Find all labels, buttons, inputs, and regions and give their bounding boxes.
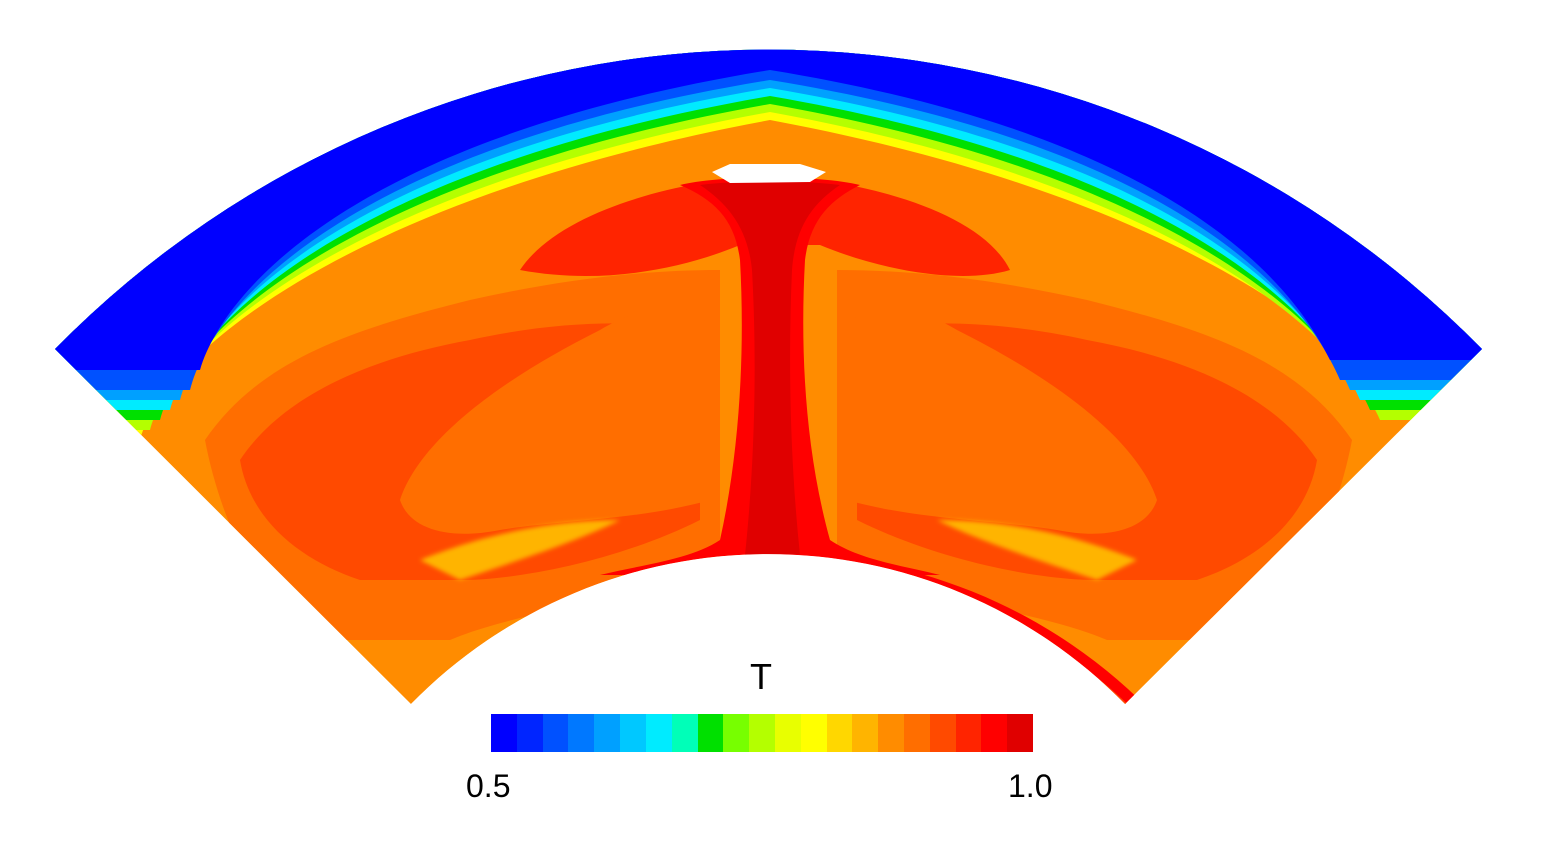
- colorbar-max-label: 1.0: [1008, 768, 1053, 804]
- colorbar-min-label: 0.5: [466, 768, 511, 804]
- right-convection-cell: [837, 270, 1352, 640]
- colorbar-segment: [697, 714, 724, 752]
- colorbar-segment: [878, 714, 904, 752]
- colorbar-segment: [723, 714, 750, 752]
- colorbar-segment: [516, 714, 543, 752]
- left-convection-cell: [205, 270, 720, 640]
- colorbar: [491, 714, 1034, 752]
- colorbar-segment: [826, 714, 853, 752]
- colorbar-segment: [929, 714, 956, 752]
- colorbar-segment: [774, 714, 801, 752]
- colorbar-segment: [568, 714, 595, 752]
- colorbar-segment: [542, 714, 569, 752]
- colorbar-segment: [852, 714, 879, 752]
- colorbar-segment: [671, 714, 698, 752]
- colorbar-segment: [981, 714, 1008, 752]
- plume-core: [700, 181, 840, 555]
- colorbar-title: T: [750, 656, 772, 697]
- colorbar-segment: [749, 714, 775, 752]
- colorbar-segment: [491, 714, 517, 752]
- colorbar-segment: [955, 714, 982, 752]
- colorbar-segment: [904, 714, 930, 752]
- cold-spot: [712, 164, 826, 183]
- colorbar-segment: [594, 714, 621, 752]
- colorbar-segment: [800, 714, 827, 752]
- colorbar-segment: [1007, 714, 1034, 752]
- colorbar-segment: [645, 714, 672, 752]
- colorbar-segment: [620, 714, 646, 752]
